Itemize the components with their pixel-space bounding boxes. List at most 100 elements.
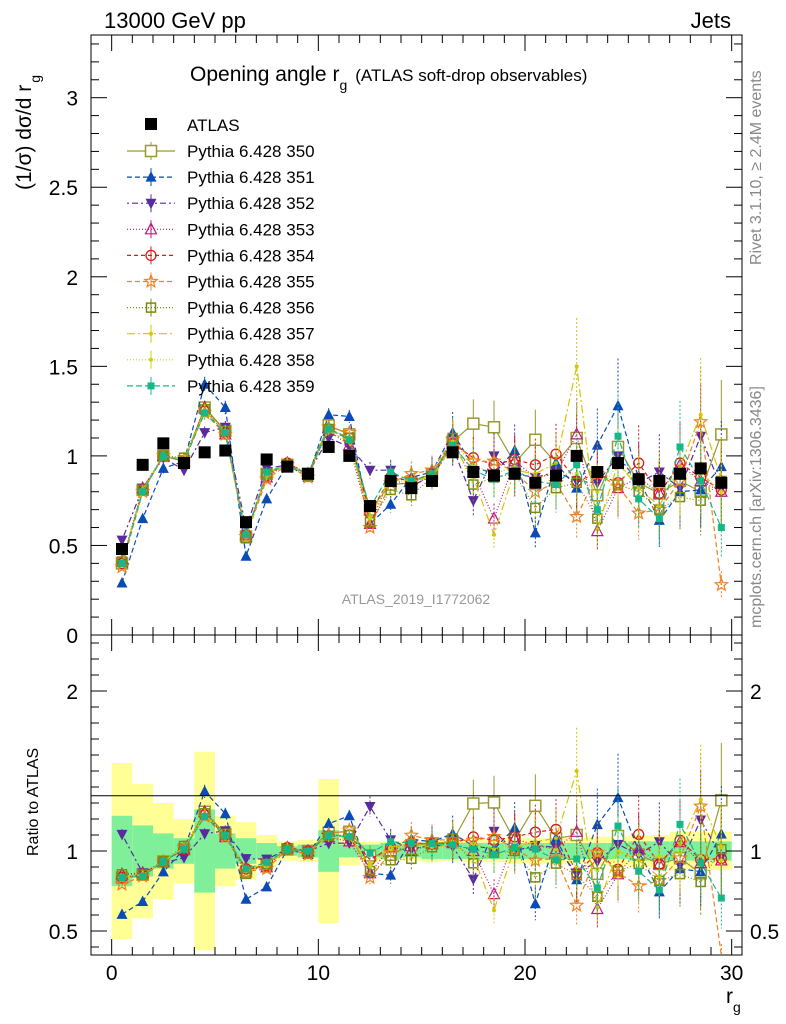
atlas-data-point	[529, 476, 542, 489]
series-359-point	[635, 495, 643, 503]
series-359-point	[387, 468, 395, 476]
series-359-point	[552, 481, 560, 489]
legend-series-350-marker	[144, 144, 158, 158]
series-359-point	[614, 432, 622, 440]
series-351-point	[261, 492, 273, 504]
series-350-line	[121, 406, 722, 564]
series-351-point	[323, 408, 335, 420]
x-tick-label: 10	[307, 962, 330, 985]
main-series-layer	[114, 317, 730, 599]
series-359-ratio-point	[490, 851, 498, 859]
series-359-ratio-point	[697, 859, 705, 867]
atlas-data-point	[591, 466, 604, 479]
series-352-ratio-point	[116, 829, 128, 841]
ratio-stat-band	[111, 815, 133, 887]
legend-series-359-marker	[147, 382, 155, 390]
series-359-ratio-point	[387, 838, 395, 846]
series-359-ratio-point	[304, 847, 312, 855]
legend-series-355-marker	[143, 273, 159, 289]
series-355-point	[568, 508, 585, 524]
series-352-ratio-point	[240, 854, 252, 865]
series-353-line	[121, 406, 722, 562]
legend-series-352-label: Pythia 6.428 352	[187, 194, 315, 213]
header-energy-label: 13000 GeV pp	[104, 8, 246, 33]
series-351-ratio-line	[121, 790, 722, 915]
series-359-point	[242, 531, 250, 539]
header-process-label: Jets	[691, 8, 731, 33]
series-357-ratio-point	[698, 797, 703, 802]
legend-series-354-marker	[145, 249, 157, 262]
series-352-ratio-point	[364, 802, 376, 813]
series-351-ratio-point	[695, 865, 707, 877]
series-359-point	[593, 506, 601, 514]
series-355-point	[713, 576, 730, 592]
series-351-ratio-point	[323, 817, 335, 829]
series-359-line	[121, 411, 722, 564]
series-358-line	[121, 410, 722, 564]
atlas-data-point	[694, 462, 707, 475]
legend-series-350-label: Pythia 6.428 350	[187, 142, 315, 161]
series-358-point	[368, 516, 372, 521]
series-359-point	[325, 425, 333, 433]
series-350-ratio-point	[467, 797, 480, 810]
atlas-data-point	[384, 474, 397, 487]
series-359-ratio-point	[242, 865, 250, 873]
atlas-data-point	[198, 446, 211, 459]
main-y-tick-label: 0.5	[49, 535, 78, 558]
series-351-point	[343, 410, 355, 421]
series-359-ratio-point	[635, 867, 643, 875]
series-358-ratio-point	[595, 868, 600, 873]
ratio-y-tick-label-right: 0.5	[750, 921, 779, 944]
series-358-ratio-line	[121, 813, 722, 879]
series-358-ratio-point	[678, 850, 682, 855]
atlas-data-point	[157, 437, 170, 450]
legend-series-357-marker	[149, 331, 153, 336]
atlas-data-point	[178, 457, 190, 470]
legend-series-351-label: Pythia 6.428 351	[187, 168, 315, 187]
series-359-point	[449, 441, 457, 449]
legend-series-357-label: Pythia 6.428 357	[187, 325, 315, 344]
series-357-ratio-point	[574, 769, 579, 773]
series-359-ratio-line	[121, 815, 722, 899]
legend-series-353-marker	[144, 222, 158, 235]
series-359-ratio-point	[676, 820, 684, 828]
series-359-ratio-point	[263, 858, 271, 866]
ratio-y-tick-label-right: 2	[750, 681, 762, 704]
series-355-line	[121, 411, 722, 585]
series-357-ratio-point	[719, 845, 724, 850]
atlas-data-point	[281, 460, 294, 473]
legend-series-358-marker	[149, 357, 153, 362]
series-359-ratio-point	[139, 872, 147, 880]
atlas-data-point	[467, 466, 480, 479]
series-351-point	[529, 526, 541, 538]
legend-atlas-marker	[145, 118, 157, 130]
series-359-point	[573, 461, 581, 469]
mcplots-credit-label: mcplots.cern.ch [arXiv:1306.3436]	[748, 386, 765, 628]
series-352-line	[121, 426, 722, 541]
series-359-ratio-point	[449, 841, 457, 849]
series-357-point	[636, 486, 641, 491]
legend-series-359-label: Pythia 6.428 359	[187, 377, 315, 396]
main-y-axis-label-subscript: g	[27, 75, 43, 83]
series-352-point	[467, 496, 479, 507]
atlas-data-point	[260, 453, 273, 466]
series-359-ratio-point	[469, 845, 477, 853]
series-351-point	[219, 401, 231, 413]
series-359-ratio-point	[407, 839, 415, 847]
series-359-point	[717, 524, 725, 532]
series-359-ratio-point	[283, 845, 291, 853]
rivet-version-label: Rivet 3.1.10, ≥ 2.4M events	[748, 70, 765, 265]
series-352-ratio-point	[199, 829, 211, 840]
series-358-point	[595, 489, 600, 494]
series-359-ratio-point	[221, 831, 229, 839]
series-351-ratio-point	[529, 897, 541, 909]
atlas-data-point	[488, 469, 500, 482]
series-351-point	[199, 378, 211, 389]
ratio-stat-band	[339, 844, 360, 858]
series-357-point	[492, 532, 496, 537]
main-y-axis-label-main: (1/σ) dσ/d r	[13, 85, 36, 190]
series-356-point	[530, 502, 541, 514]
series-359-point	[697, 477, 705, 485]
series-359-ratio-point	[366, 849, 374, 857]
chart-title: Opening angle rg (ATLAS soft-drop observa…	[190, 63, 587, 93]
